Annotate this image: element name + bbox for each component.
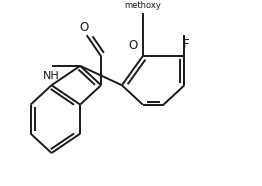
Text: F: F [182,38,189,51]
Text: O: O [128,39,138,52]
Text: NH: NH [43,71,60,81]
Text: methoxy: methoxy [124,1,161,10]
Text: O: O [79,21,89,34]
